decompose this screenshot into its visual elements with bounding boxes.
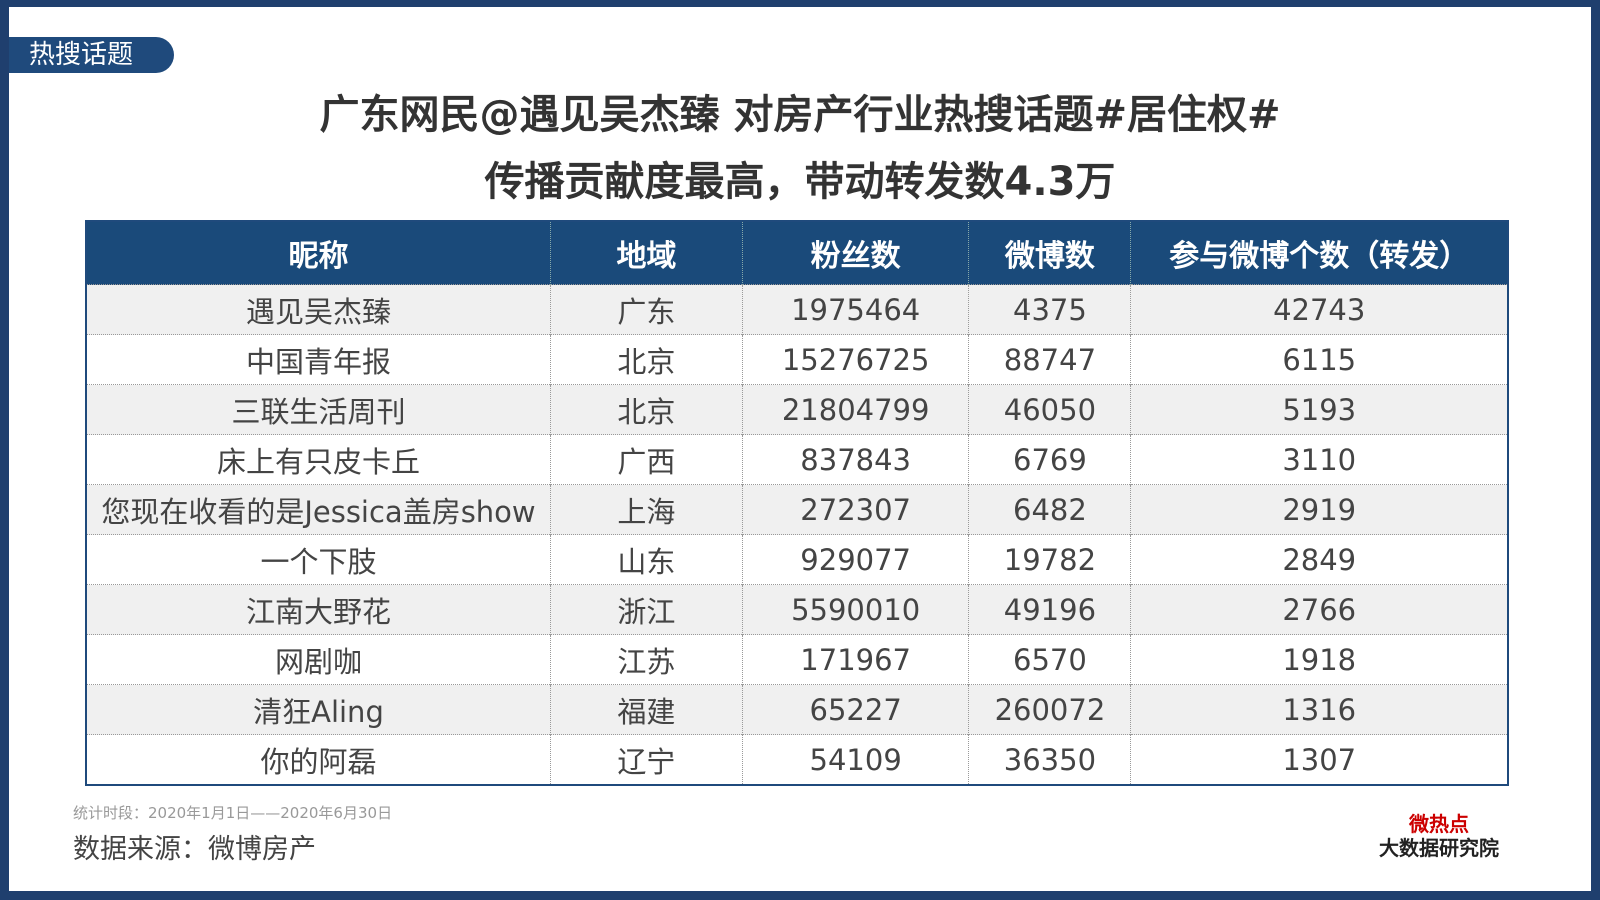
table-cell: 929077 bbox=[742, 534, 970, 585]
table-cell: 广西 bbox=[550, 434, 743, 485]
table-cell: 2849 bbox=[1130, 534, 1509, 585]
table-cell: 1307 bbox=[1130, 734, 1509, 785]
header-cell: 微博数 bbox=[968, 221, 1132, 285]
table-row: 江南大野花 浙江 5590010 49196 2766 bbox=[86, 584, 1509, 635]
table-cell: 三联生活周刊 bbox=[86, 384, 551, 435]
table-cell: 江南大野花 bbox=[86, 584, 551, 635]
table-cell: 65227 bbox=[742, 684, 970, 735]
table-cell: 5590010 bbox=[742, 584, 970, 635]
table-cell: 6769 bbox=[968, 434, 1132, 485]
table-cell: 山东 bbox=[550, 534, 743, 585]
table-cell: 江苏 bbox=[550, 634, 743, 685]
header-row: 昵称 地域 粉丝数 微博数 参与微博个数（转发） bbox=[86, 221, 1509, 285]
table-row: 三联生活周刊 北京 21804799 46050 5193 bbox=[86, 384, 1509, 435]
table-cell: 福建 bbox=[550, 684, 743, 735]
table-cell: 网剧咖 bbox=[86, 634, 551, 685]
table-cell: 15276725 bbox=[742, 334, 970, 385]
table-cell: 42743 bbox=[1130, 284, 1509, 335]
table-cell: 54109 bbox=[742, 734, 970, 785]
table-cell: 88747 bbox=[968, 334, 1132, 385]
table-row: 中国青年报 北京 15276725 88747 6115 bbox=[86, 334, 1509, 385]
table-cell: 837843 bbox=[742, 434, 970, 485]
table-cell: 中国青年报 bbox=[86, 334, 551, 385]
table-row: 遇见吴杰臻 广东 1975464 4375 42743 bbox=[86, 284, 1509, 335]
table-cell: 5193 bbox=[1130, 384, 1509, 435]
table-cell: 2766 bbox=[1130, 584, 1509, 635]
table-cell: 272307 bbox=[742, 484, 970, 535]
header-cell: 粉丝数 bbox=[742, 221, 970, 285]
table-cell: 北京 bbox=[550, 334, 743, 385]
table-cell: 你的阿磊 bbox=[86, 734, 551, 785]
table-cell: 2919 bbox=[1130, 484, 1509, 535]
source: 数据来源：微博房产 bbox=[73, 834, 316, 865]
table-cell: 上海 bbox=[550, 484, 743, 535]
table-cell: 浙江 bbox=[550, 584, 743, 635]
table-cell: 辽宁 bbox=[550, 734, 743, 785]
table-row: 清狂Aling 福建 65227 260072 1316 bbox=[86, 684, 1509, 735]
table-cell: 一个下肢 bbox=[86, 534, 551, 585]
table-cell: 260072 bbox=[968, 684, 1132, 735]
table-cell: 3110 bbox=[1130, 434, 1509, 485]
tag: 热搜话题 bbox=[9, 37, 174, 73]
table-cell: 171967 bbox=[742, 634, 970, 685]
table-cell: 1975464 bbox=[742, 284, 970, 335]
header-cell: 地域 bbox=[550, 221, 743, 285]
title: 广东网民@遇见吴杰臻 对房产行业热搜话题#居住权# bbox=[319, 92, 1281, 138]
table-cell: 清狂Aling bbox=[86, 684, 551, 735]
table-row: 您现在收看的是Jessica盖房show 上海 272307 6482 2919 bbox=[86, 484, 1509, 535]
table-cell: 6570 bbox=[968, 634, 1132, 685]
logo-line: 大数据研究院 bbox=[1379, 836, 1499, 860]
period: 统计时段：2020年1月1日——2020年6月30日 bbox=[73, 804, 393, 822]
table-row: 一个下肢 山东 929077 19782 2849 bbox=[86, 534, 1509, 585]
frame: 热搜话题 广东网民@遇见吴杰臻 对房产行业热搜话题#居住权# 传播贡献度最高，带… bbox=[9, 7, 1591, 891]
table-cell: 1316 bbox=[1130, 684, 1509, 735]
logo-line: 微热点 bbox=[1409, 812, 1469, 836]
title: 传播贡献度最高，带动转发数4.3万 bbox=[484, 159, 1116, 205]
header-cell: 参与微博个数（转发） bbox=[1130, 221, 1509, 285]
table-cell: 北京 bbox=[550, 384, 743, 435]
table-cell: 6115 bbox=[1130, 334, 1509, 385]
table-row: 床上有只皮卡丘 广西 837843 6769 3110 bbox=[86, 434, 1509, 485]
table-cell: 床上有只皮卡丘 bbox=[86, 434, 551, 485]
table-cell: 36350 bbox=[968, 734, 1132, 785]
table-row: 你的阿磊 辽宁 54109 36350 1307 bbox=[86, 734, 1509, 785]
table-cell: 6482 bbox=[968, 484, 1132, 535]
table-cell: 21804799 bbox=[742, 384, 970, 435]
table-cell: 46050 bbox=[968, 384, 1132, 435]
header-cell: 昵称 bbox=[86, 221, 551, 285]
table-cell: 广东 bbox=[550, 284, 743, 335]
logo: 微热点 大数据研究院 bbox=[1379, 812, 1499, 860]
table-cell: 19782 bbox=[968, 534, 1132, 585]
table-cell: 49196 bbox=[968, 584, 1132, 635]
table-body: 遇见吴杰臻 广东 1975464 4375 42743 中国青年报 北京 15276725 88… bbox=[86, 284, 1509, 785]
table-cell: 遇见吴杰臻 bbox=[86, 284, 551, 335]
table-row: 网剧咖 江苏 171967 6570 1918 bbox=[86, 634, 1509, 685]
table: 昵称 地域 粉丝数 微博数 参与微博个数（转发） 遇见吴杰臻 广东 1975464 4375 42… bbox=[85, 220, 1509, 786]
table-cell: 您现在收看的是Jessica盖房show bbox=[86, 484, 551, 535]
table-cell: 1918 bbox=[1130, 634, 1509, 685]
table-cell: 4375 bbox=[968, 284, 1132, 335]
